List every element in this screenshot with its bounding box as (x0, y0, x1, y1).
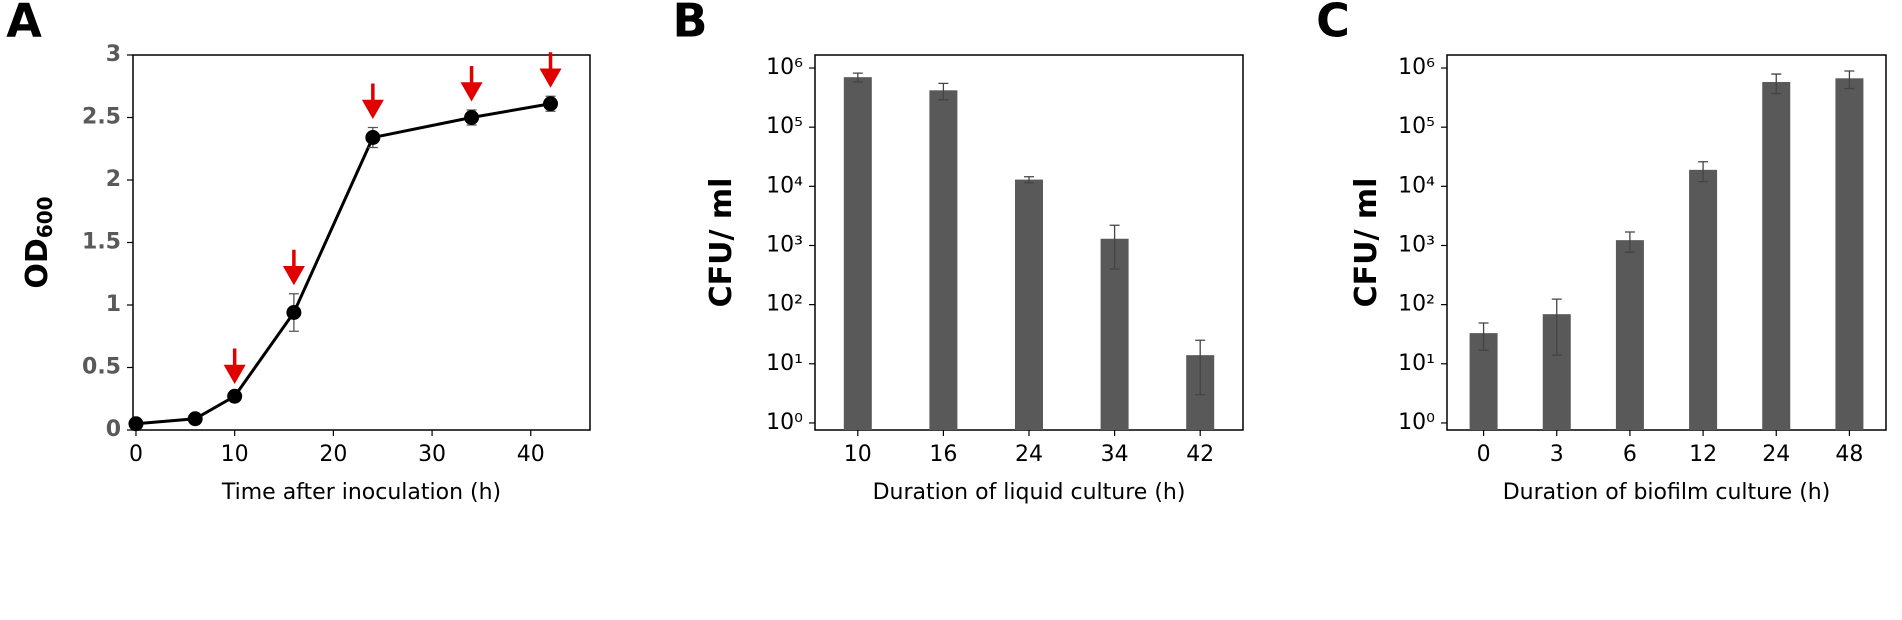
arrow (361, 83, 384, 120)
error-bar (1698, 161, 1709, 183)
x-axis-label: Time after inoculation (h) (221, 480, 501, 505)
y-tick-label: 10⁵ (1398, 114, 1435, 139)
x-tick-label: 34 (1101, 442, 1129, 467)
x-tick-label: 30 (418, 442, 446, 467)
bar (1762, 82, 1791, 431)
plot-frame (1446, 54, 1887, 431)
x-tick-label: 0 (129, 442, 143, 467)
bar (1689, 169, 1718, 431)
y-axis-label: CFU/ ml (1349, 178, 1384, 308)
y-tick-label: 10¹ (1398, 351, 1435, 376)
error-bar (1478, 322, 1489, 351)
x-tick-label: 24 (1762, 442, 1790, 467)
bar (1835, 78, 1864, 431)
panel-label: C (1316, 0, 1350, 48)
error-bar (1844, 70, 1855, 90)
error-bar (852, 72, 863, 83)
data-point (543, 96, 559, 112)
panel-label: B (672, 0, 707, 48)
arrow (460, 66, 483, 102)
plot-frame (132, 54, 591, 431)
y-tick-label: 10⁵ (766, 114, 803, 139)
y-tick-label: 0.5 (82, 355, 121, 380)
data-point (227, 388, 243, 404)
y-axis-label: CFU/ ml (704, 178, 739, 308)
bar (929, 90, 958, 430)
y-tick-label: 10² (1398, 292, 1435, 317)
arrow (223, 348, 246, 385)
error-bar (1195, 339, 1206, 396)
panel-label: A (6, 0, 42, 48)
y-tick-label: 10² (766, 292, 803, 317)
data-point (464, 110, 480, 125)
y-tick-label: 2.5 (82, 105, 121, 130)
y-tick-label: 10⁰ (766, 410, 803, 435)
arrow (539, 52, 562, 88)
x-tick-label: 16 (929, 442, 957, 467)
y-tick-label: 3 (106, 42, 121, 67)
error-bar (1109, 224, 1120, 270)
x-axis-label: Duration of biofilm culture (h) (1503, 480, 1831, 505)
bar (1615, 240, 1644, 430)
y-tick-label: 10⁶ (1398, 55, 1435, 80)
x-tick-label: 10 (221, 442, 249, 467)
y-tick-label: 10⁴ (1398, 173, 1435, 198)
y-tick-label: 10³ (1398, 232, 1435, 257)
x-tick-label: 6 (1623, 442, 1637, 467)
x-tick-label: 20 (319, 442, 347, 467)
arrow (282, 249, 305, 286)
x-axis-label: Duration of liquid culture (h) (873, 480, 1186, 505)
data-line (135, 102, 551, 426)
y-axis-label-text: OD (20, 238, 55, 288)
y-tick-label: 10³ (766, 232, 803, 257)
x-tick-label: 48 (1835, 442, 1863, 467)
data-point (365, 130, 381, 145)
bar (843, 77, 872, 431)
y-axis-label-sub: 600 (33, 196, 57, 238)
data-point (128, 416, 144, 432)
y-tick-label: 10⁴ (766, 173, 803, 198)
y-tick-label: 1 (106, 292, 121, 317)
y-axis-label-text: CFU/ ml (704, 178, 739, 308)
error-bar (1024, 176, 1034, 184)
y-axis-label: OD600 (20, 196, 57, 288)
x-tick-label: 24 (1015, 442, 1043, 467)
error-bar (938, 82, 949, 101)
error-bar (1551, 298, 1562, 356)
data-point (187, 411, 203, 427)
y-tick-label: 10⁰ (1398, 410, 1435, 435)
error-bar (1624, 231, 1635, 253)
y-axis-label-text: CFU/ ml (1349, 178, 1384, 308)
y-tick-label: 2 (106, 167, 121, 192)
y-tick-label: 1.5 (82, 230, 121, 255)
bar (1015, 179, 1043, 430)
data-point (286, 305, 302, 320)
x-tick-label: 12 (1689, 442, 1717, 467)
x-tick-label: 10 (844, 442, 872, 467)
y-tick-label: 10⁶ (766, 55, 803, 80)
x-tick-label: 0 (1477, 442, 1491, 467)
x-tick-label: 40 (517, 442, 545, 467)
y-tick-label: 10¹ (766, 351, 803, 376)
x-tick-label: 3 (1550, 442, 1564, 467)
bar (1100, 238, 1129, 430)
x-tick-label: 42 (1186, 442, 1214, 467)
error-bar (1771, 73, 1782, 95)
y-tick-label: 0 (106, 417, 121, 442)
